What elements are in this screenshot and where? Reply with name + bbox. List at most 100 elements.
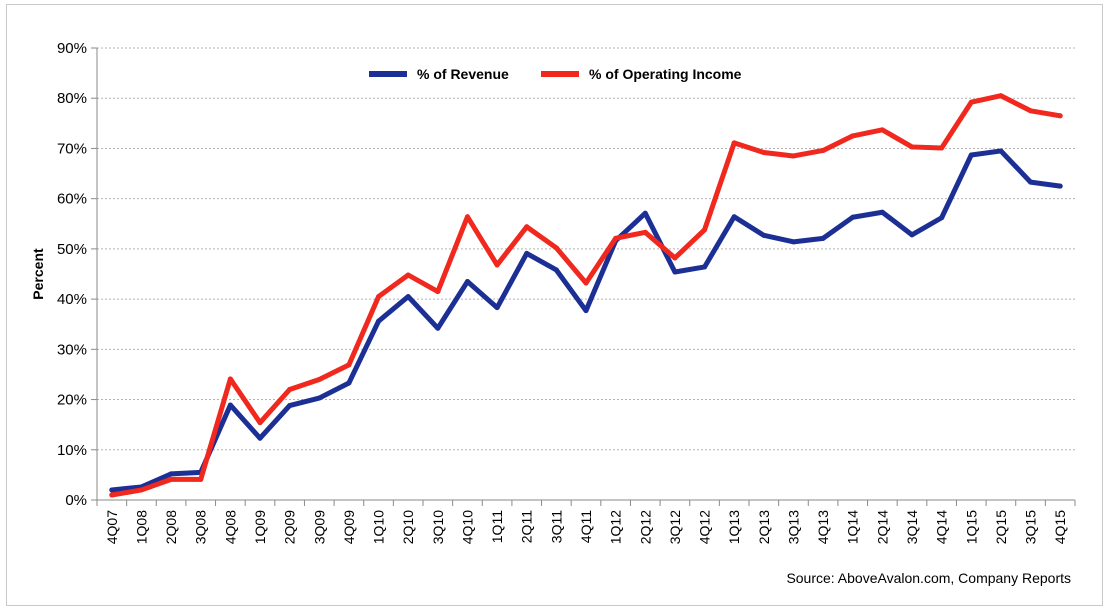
data-point — [672, 255, 678, 261]
data-point — [316, 395, 322, 401]
data-point — [998, 93, 1004, 99]
y-axis-ticks: 0% 10% 20% 30% 40% 50% 60% 70% 80% 90% — [57, 40, 97, 509]
data-point — [553, 267, 559, 273]
data-point — [790, 239, 796, 245]
data-point — [583, 308, 589, 314]
data-point — [850, 133, 856, 139]
x-tick-label: 3Q14 — [904, 510, 920, 544]
x-tick-label: 2Q15 — [993, 510, 1009, 544]
x-tick-label: 3Q11 — [548, 510, 564, 543]
data-point — [702, 227, 708, 233]
data-point — [346, 380, 352, 386]
data-point — [198, 476, 204, 482]
y-tick-label: 90% — [57, 40, 87, 57]
legend: % of Revenue % of Operating Income — [369, 66, 742, 82]
data-point — [405, 272, 411, 278]
x-tick-label: 1Q10 — [371, 510, 387, 544]
gridlines — [97, 47, 1075, 451]
data-point — [524, 224, 530, 230]
x-tick-label: 4Q12 — [697, 510, 713, 544]
data-point — [613, 235, 619, 241]
data-point — [435, 325, 441, 331]
y-tick-label: 0% — [65, 492, 87, 509]
line-chart: 0% 10% 20% 30% 40% 50% 60% 70% 80% 90% 4Q07 1Q08 2Q… — [30, 40, 1076, 586]
data-point — [761, 149, 767, 155]
data-point — [257, 420, 263, 426]
data-point — [968, 99, 974, 105]
y-tick-label: 40% — [57, 291, 87, 308]
data-point — [939, 145, 945, 151]
x-tick-label: 3Q12 — [667, 510, 683, 544]
x-tick-label: 1Q15 — [963, 510, 979, 544]
y-tick-label: 20% — [57, 392, 87, 409]
x-axis-ticks: 4Q07 1Q08 2Q08 3Q08 4Q08 1Q09 2Q09 3Q09 4Q09 1Q10… — [96, 500, 1076, 544]
x-tick-label: 2Q13 — [756, 510, 772, 544]
data-point — [109, 487, 115, 493]
data-point — [998, 148, 1004, 154]
x-tick-label: 4Q10 — [459, 510, 475, 544]
x-tick-label: 3Q10 — [430, 510, 446, 544]
legend-label-revenue: % of Revenue — [417, 66, 509, 82]
data-point — [731, 214, 737, 220]
data-point — [642, 210, 648, 216]
data-point — [494, 305, 500, 311]
data-point — [287, 387, 293, 393]
data-point — [464, 214, 470, 220]
data-point — [909, 144, 915, 150]
data-point — [820, 235, 826, 241]
data-point — [702, 264, 708, 270]
x-tick-label: 1Q13 — [726, 510, 742, 544]
data-point — [1057, 183, 1063, 189]
data-point — [227, 376, 233, 382]
x-tick-label: 4Q15 — [1052, 510, 1068, 544]
data-point — [168, 476, 174, 482]
series-line-revenue — [109, 148, 1063, 493]
data-point — [642, 229, 648, 235]
data-point — [1028, 179, 1034, 185]
data-point — [820, 147, 826, 153]
x-tick-label: 1Q11 — [489, 510, 505, 543]
data-point — [790, 153, 796, 159]
data-point — [909, 232, 915, 238]
y-axis-label: Percent — [30, 248, 46, 300]
x-tick-label: 2Q09 — [282, 510, 298, 544]
x-tick-label: 4Q13 — [815, 510, 831, 544]
data-point — [524, 250, 530, 256]
data-point — [850, 214, 856, 220]
data-point — [1057, 113, 1063, 119]
data-point — [405, 294, 411, 300]
x-tick-label: 3Q15 — [1023, 510, 1039, 544]
series-lines — [109, 93, 1063, 498]
legend-label-operating-income: % of Operating Income — [589, 66, 742, 82]
y-tick-label: 50% — [57, 241, 87, 258]
data-point — [583, 280, 589, 286]
x-tick-label: 3Q09 — [311, 510, 327, 544]
x-tick-label: 4Q11 — [578, 510, 594, 543]
x-tick-label: 1Q08 — [133, 510, 149, 544]
x-tick-label: 2Q08 — [163, 510, 179, 544]
x-tick-label: 2Q11 — [519, 510, 535, 543]
data-point — [879, 209, 885, 215]
data-point — [494, 262, 500, 268]
data-point — [435, 289, 441, 295]
source-note: Source: AboveAvalon.com, Company Reports — [786, 570, 1071, 586]
data-point — [968, 152, 974, 158]
data-point — [138, 487, 144, 493]
x-tick-label: 1Q14 — [845, 510, 861, 544]
x-tick-label: 1Q12 — [608, 510, 624, 544]
y-tick-label: 10% — [57, 442, 87, 459]
y-tick-label: 30% — [57, 341, 87, 358]
x-tick-label: 4Q14 — [934, 510, 950, 544]
data-point — [761, 232, 767, 238]
data-point — [227, 402, 233, 408]
data-point — [553, 245, 559, 251]
x-tick-label: 2Q10 — [400, 510, 416, 544]
x-tick-label: 1Q09 — [252, 510, 268, 544]
y-tick-label: 80% — [57, 90, 87, 107]
y-tick-label: 60% — [57, 191, 87, 208]
x-tick-label: 4Q07 — [104, 510, 120, 544]
y-tick-label: 70% — [57, 140, 87, 157]
data-point — [731, 140, 737, 146]
x-tick-label: 2Q14 — [874, 510, 890, 544]
data-point — [672, 269, 678, 275]
